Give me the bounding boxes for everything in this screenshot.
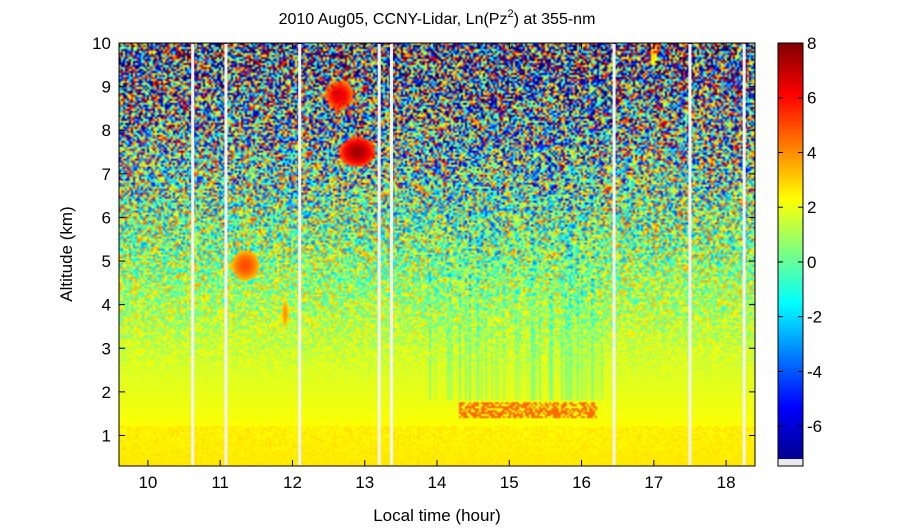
- y-tick-label: 7: [102, 165, 111, 184]
- y-axis-ticks: 1 2 3 4 5 6 7 8 9 10: [92, 34, 755, 445]
- x-tick-label: 13: [355, 473, 374, 492]
- colorbar-ticks: -6 -4 -2 0 2 4 6 8: [778, 34, 822, 436]
- data-gap-stripe: [191, 44, 195, 465]
- heatmap-image: [119, 43, 755, 466]
- x-tick-label: 16: [572, 473, 591, 492]
- data-gap-stripe: [389, 44, 393, 465]
- data-gap-stripe: [377, 44, 381, 465]
- x-tick-label: 12: [283, 473, 302, 492]
- x-axis-ticks: 10 11 12 13 14 15 16 17 18: [138, 43, 736, 492]
- colorbar: -6 -4 -2 0 2 4 6 8: [777, 34, 822, 467]
- y-tick-label: 9: [102, 78, 111, 97]
- y-tick-label: 8: [102, 121, 111, 140]
- x-axis-label: Local time (hour): [373, 506, 501, 525]
- data-gap-stripe: [224, 44, 228, 465]
- y-tick-label: 2: [102, 383, 111, 402]
- colorbar-tick-label: 0: [807, 253, 816, 272]
- x-tick-label: 18: [717, 473, 736, 492]
- colorbar-tick-label: 8: [807, 34, 816, 53]
- x-tick-label: 14: [428, 473, 447, 492]
- y-tick-label: 6: [102, 208, 111, 227]
- colorbar-tick-label: -2: [807, 308, 822, 327]
- colorbar-tick-label: 4: [807, 143, 816, 162]
- data-gap-stripe: [298, 44, 302, 465]
- y-tick-label: 5: [102, 252, 111, 271]
- x-tick-label: 17: [644, 473, 663, 492]
- data-gap-stripe: [612, 44, 616, 465]
- y-tick-label: 3: [102, 339, 111, 358]
- data-gap-stripe: [742, 44, 746, 465]
- colorbar-tick-label: -4: [807, 362, 822, 381]
- heatmap-plot-area: [118, 42, 756, 467]
- y-tick-label: 4: [102, 296, 111, 315]
- colorbar-tick-label: -6: [807, 417, 822, 436]
- colorbar-tick-label: 6: [807, 89, 816, 108]
- y-tick-label: 1: [102, 426, 111, 445]
- colorbar-gradient: [778, 43, 803, 459]
- chart-title: 2010 Aug05, CCNY-Lidar, Ln(Pz2) at 355-n…: [279, 8, 596, 28]
- data-gap-stripe: [688, 44, 692, 465]
- x-tick-label: 11: [211, 473, 229, 492]
- y-axis-label: Altitude (km): [57, 206, 76, 301]
- x-tick-label: 15: [500, 473, 519, 492]
- colorbar-tick-label: 2: [807, 198, 816, 217]
- data-gap-layer: [191, 44, 746, 465]
- y-tick-label: 10: [92, 34, 111, 53]
- colorbar-nodata-swatch: [778, 459, 803, 466]
- colorbar-frame: [777, 42, 804, 467]
- x-tick-label: 10: [138, 473, 157, 492]
